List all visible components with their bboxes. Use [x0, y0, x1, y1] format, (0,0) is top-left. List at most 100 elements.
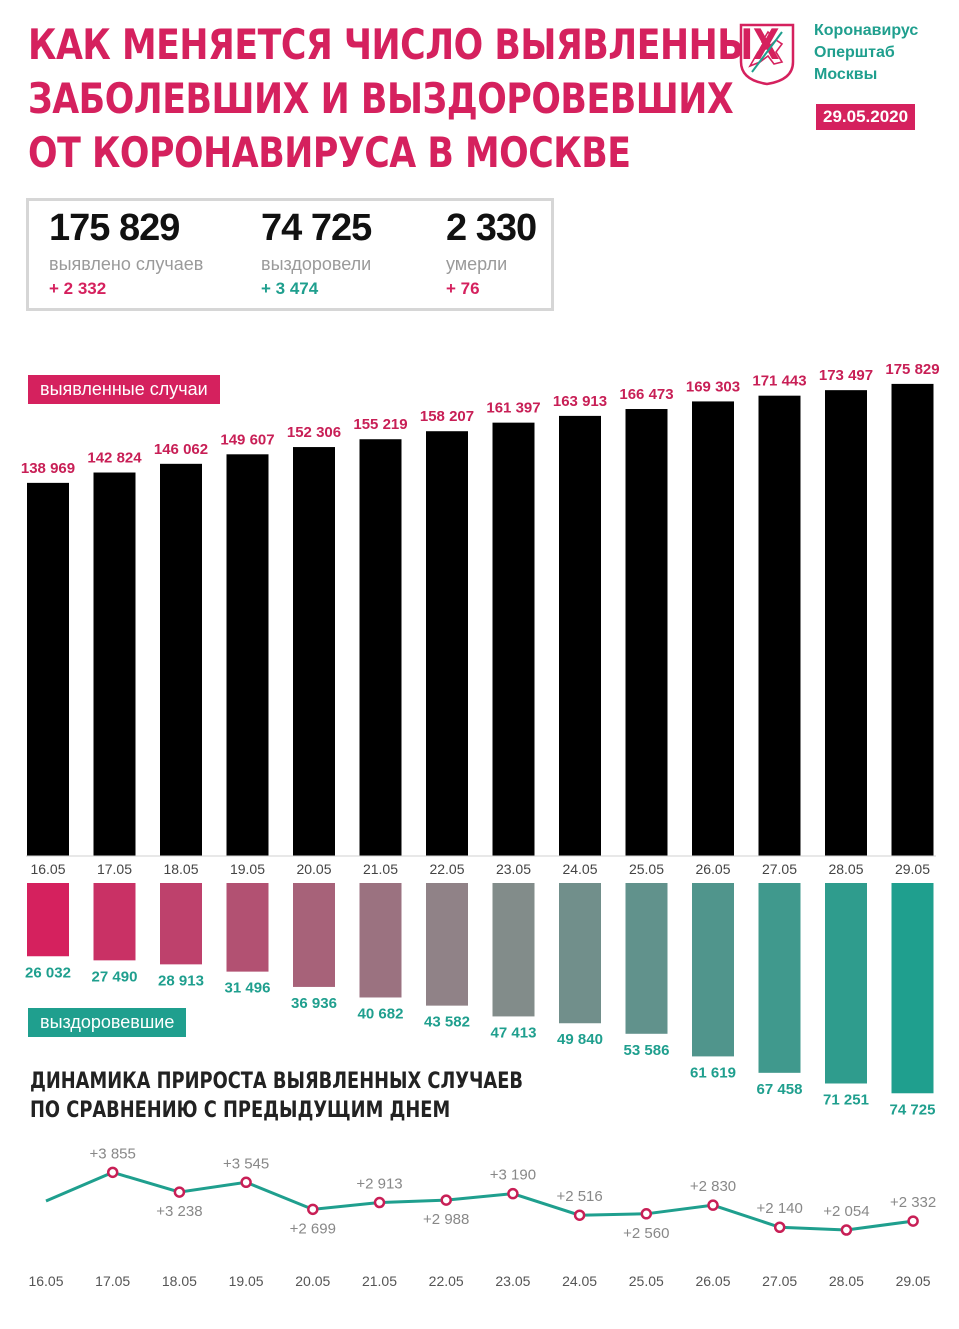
growth-date-label: 29.05	[896, 1273, 931, 1289]
stat-cases: 175 829 выявлено случаев + 2 332	[49, 207, 203, 299]
cases-bar	[758, 395, 801, 856]
growth-value-label: +2 332	[890, 1194, 936, 1211]
cases-value-label: 152 306	[287, 424, 341, 441]
recovered-bar	[27, 883, 69, 957]
growth-date-label: 20.05	[295, 1273, 330, 1289]
date-tick-label: 28.05	[828, 861, 863, 877]
growth-date-label: 28.05	[829, 1273, 864, 1289]
growth-value-label: +3 238	[156, 1203, 202, 1220]
recovered-value-label: 71 251	[823, 1092, 869, 1109]
growth-value-label: +2 054	[823, 1203, 869, 1220]
growth-point	[707, 1199, 719, 1211]
growth-point	[907, 1215, 919, 1227]
recovered-bar	[891, 883, 934, 1094]
growth-date-label: 24.05	[562, 1273, 597, 1289]
growth-point	[840, 1224, 853, 1236]
recovered-value-label: 61 619	[690, 1064, 736, 1081]
cases-value-label: 138 969	[21, 460, 75, 477]
growth-date-label: 25.05	[629, 1273, 664, 1289]
recovered-value-label: 27 490	[92, 968, 138, 985]
recovered-value-label: 74 725	[890, 1101, 936, 1118]
cases-bar	[426, 431, 468, 856]
recovered-value-label: 26 032	[25, 964, 71, 981]
page-title: КАК МЕНЯЕТСЯ ЧИСЛО ВЫЯВЛЕННЫХ ЗАБОЛЕВШИХ…	[28, 18, 780, 180]
cases-bar	[492, 422, 535, 856]
growth-point	[507, 1187, 519, 1200]
brand-name: Коронавирус Оперштаб Москвы	[814, 20, 918, 86]
date-tick-label: 27.05	[762, 861, 797, 877]
cases-legend-tag: выявленные случаи	[28, 375, 220, 404]
recovered-legend-tag: выздоровевшие	[28, 1008, 187, 1037]
growth-point	[573, 1209, 586, 1221]
cases-bar	[891, 383, 934, 856]
cases-bar	[93, 472, 136, 856]
cases-bar	[226, 454, 269, 856]
recovered-bar	[426, 883, 468, 1006]
cases-value-label: 155 219	[353, 416, 407, 433]
cases-value-label: 158 207	[420, 408, 474, 425]
growth-point	[440, 1194, 452, 1206]
date-tick-label: 20.05	[296, 861, 331, 877]
growth-chart-title: ДИНАМИКА ПРИРОСТА ВЫЯВЛЕННЫХ СЛУЧАЕВ ПО …	[30, 1067, 578, 1125]
growth-date-label: 17.05	[95, 1273, 130, 1289]
title-line-3: ОТ КОРОНАВИРУСА В МОСКВЕ	[28, 128, 631, 177]
cases-bar	[160, 463, 202, 856]
recovered-bar	[492, 883, 535, 1017]
stats-panel: 175 829 выявлено случаев + 2 332 74 725 …	[26, 198, 554, 311]
stat-recovered-value: 74 725	[261, 207, 372, 249]
stat-deaths-label: умерли	[446, 254, 508, 274]
stat-cases-change: + 2 332	[49, 279, 107, 298]
growth-date-label: 23.05	[495, 1273, 530, 1289]
recovered-bar	[160, 883, 202, 965]
growth-point	[173, 1186, 186, 1198]
stat-deaths-value: 2 330	[446, 207, 537, 249]
cases-value-label: 175 829	[885, 361, 939, 378]
stat-cases-label: выявлено случаев	[49, 254, 204, 274]
title-line-2: ЗАБОЛЕВШИХ И ВЫЗДОРОВЕВШИХ	[28, 74, 734, 123]
growth-value-label: +2 913	[356, 1176, 402, 1193]
cases-bar	[293, 447, 335, 856]
brand-line-1: Коронавирус	[814, 22, 919, 39]
growth-point	[106, 1166, 119, 1179]
date-tick-label: 25.05	[629, 861, 664, 877]
recovered-bar	[758, 883, 801, 1073]
date-tick-label: 19.05	[230, 861, 265, 877]
growth-point	[640, 1208, 653, 1220]
stat-deaths-change: + 76	[446, 279, 480, 298]
moscow-coat-of-arms-icon	[739, 23, 795, 86]
growth-value-label: +2 988	[423, 1211, 469, 1228]
recovered-bar	[293, 883, 335, 987]
stat-recovered-label: выздоровели	[261, 254, 372, 274]
growth-value-label: +2 560	[623, 1225, 669, 1242]
date-tick-label: 16.05	[30, 861, 65, 877]
stat-recovered: 74 725 выздоровели + 3 474	[261, 207, 372, 299]
date-tick-label: 26.05	[695, 861, 730, 877]
cases-value-label: 169 303	[686, 378, 740, 395]
growth-value-label: +3 545	[223, 1155, 269, 1172]
stat-cases-value: 175 829	[49, 207, 180, 249]
cases-value-label: 163 913	[553, 393, 607, 410]
cases-value-label: 171 443	[752, 373, 806, 390]
recovered-bar	[226, 883, 269, 972]
date-tick-label: 29.05	[895, 861, 930, 877]
stat-deaths: 2 330 умерли + 76	[446, 207, 537, 299]
date-tick-label: 24.05	[562, 861, 597, 877]
cases-bar	[825, 390, 867, 856]
recovered-value-label: 49 840	[557, 1031, 603, 1048]
date-tick-label: 23.05	[496, 861, 531, 877]
recovered-bar	[93, 883, 136, 961]
brand-line-3: Москвы	[814, 66, 878, 83]
growth-value-label: +2 699	[290, 1220, 336, 1237]
growth-date-label: 22.05	[429, 1273, 464, 1289]
recovered-bar	[625, 883, 668, 1034]
date-badge: 29.05.2020	[816, 104, 916, 130]
cases-bar	[625, 409, 668, 856]
cases-value-label: 173 497	[819, 367, 873, 384]
growth-value-label: +2 140	[757, 1200, 803, 1217]
growth-date-label: 26.05	[695, 1273, 730, 1289]
recovered-value-label: 67 458	[757, 1081, 803, 1098]
growth-title-line-2: ПО СРАВНЕНИЮ С ПРЕДЫДУЩИМ ДНЕМ	[30, 1098, 451, 1123]
date-tick-label: 22.05	[429, 861, 464, 877]
growth-value-label: +3 855	[90, 1145, 136, 1162]
